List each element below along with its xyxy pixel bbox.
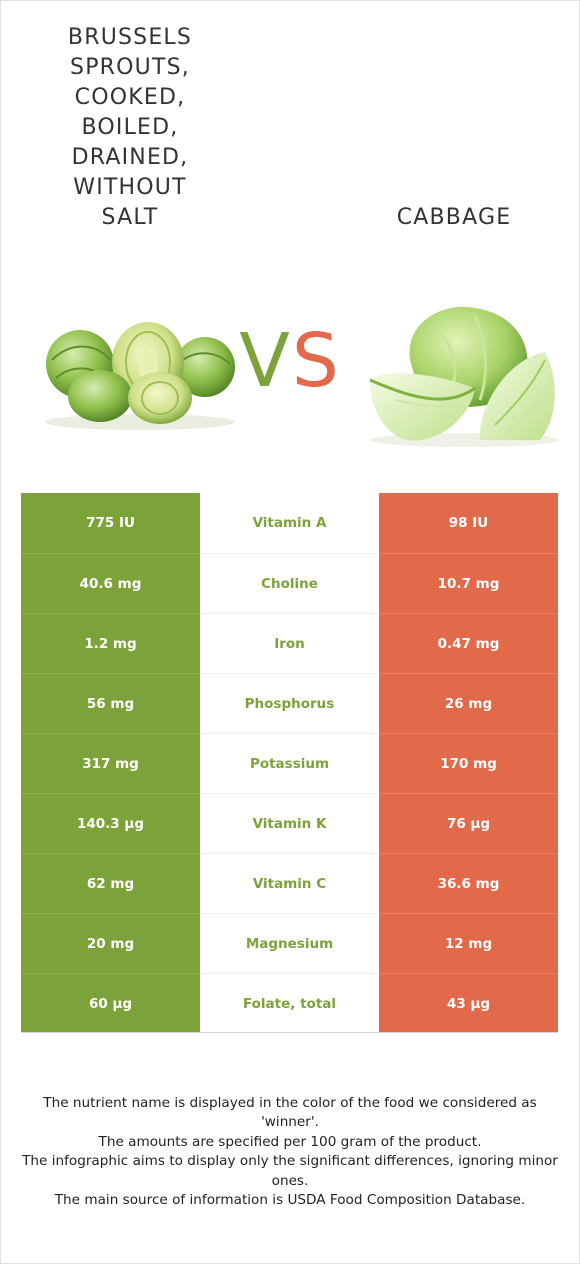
table-row: 140.3 µg Vitamin K 76 µg	[21, 793, 558, 853]
table-row: 56 mg Phosphorus 26 mg	[21, 673, 558, 733]
right-value: 12 mg	[379, 913, 558, 973]
left-value: 1.2 mg	[21, 613, 200, 673]
right-value: 43 µg	[379, 973, 558, 1033]
nutrient-name: Potassium	[200, 733, 379, 793]
right-value: 170 mg	[379, 733, 558, 793]
right-food-title: CABBAGE	[396, 205, 512, 230]
left-value: 775 IU	[21, 493, 200, 553]
nutrient-name: Magnesium	[200, 913, 379, 973]
table-row: 317 mg Potassium 170 mg	[21, 733, 558, 793]
footnotes: The nutrient name is displayed in the co…	[20, 1094, 560, 1210]
table-bottom-divider	[21, 1032, 558, 1033]
table-row: 62 mg Vitamin C 36.6 mg	[21, 853, 558, 913]
nutrient-name: Vitamin C	[200, 853, 379, 913]
footnote-winner: The nutrient name is displayed in the co…	[43, 1095, 537, 1131]
left-value: 140.3 µg	[21, 793, 200, 853]
right-value: 76 µg	[379, 793, 558, 853]
nutrient-name: Choline	[200, 553, 379, 613]
table-row: 60 µg Folate, total 43 µg	[21, 973, 558, 1033]
left-value: 62 mg	[21, 853, 200, 913]
nutrient-name: Phosphorus	[200, 673, 379, 733]
left-food-title: BRUSSELS SPROUTS, COOKED, BOILED, DRAINE…	[67, 25, 193, 230]
right-value: 0.47 mg	[379, 613, 558, 673]
right-value: 98 IU	[379, 493, 558, 553]
vs-letter-v: V	[239, 318, 292, 404]
footnote-amounts: The amounts are specified per 100 gram o…	[98, 1133, 482, 1150]
left-value: 56 mg	[21, 673, 200, 733]
brussels-sprouts-image	[45, 322, 235, 430]
right-value: 26 mg	[379, 673, 558, 733]
nutrient-name: Iron	[200, 613, 379, 673]
cabbage-image	[369, 306, 560, 447]
left-value: 317 mg	[21, 733, 200, 793]
left-value: 40.6 mg	[21, 553, 200, 613]
table-row: 775 IU Vitamin A 98 IU	[21, 493, 558, 553]
right-value: 36.6 mg	[379, 853, 558, 913]
right-value: 10.7 mg	[379, 553, 558, 613]
table-row: 40.6 mg Choline 10.7 mg	[21, 553, 558, 613]
left-value: 20 mg	[21, 913, 200, 973]
left-value: 60 µg	[21, 973, 200, 1033]
footnote-differences: The infographic aims to display only the…	[22, 1153, 558, 1189]
table-row: 20 mg Magnesium 12 mg	[21, 913, 558, 973]
nutrient-name: Vitamin K	[200, 793, 379, 853]
comparison-table: 775 IU Vitamin A 98 IU 40.6 mg Choline 1…	[21, 493, 558, 1033]
nutrient-name: Folate, total	[200, 973, 379, 1033]
footnote-source: The main source of information is USDA F…	[54, 1192, 526, 1209]
table-row: 1.2 mg Iron 0.47 mg	[21, 613, 558, 673]
nutrient-name: Vitamin A	[200, 493, 379, 553]
vs-letter-s: S	[291, 318, 341, 404]
vs-label: VS	[226, 316, 354, 406]
